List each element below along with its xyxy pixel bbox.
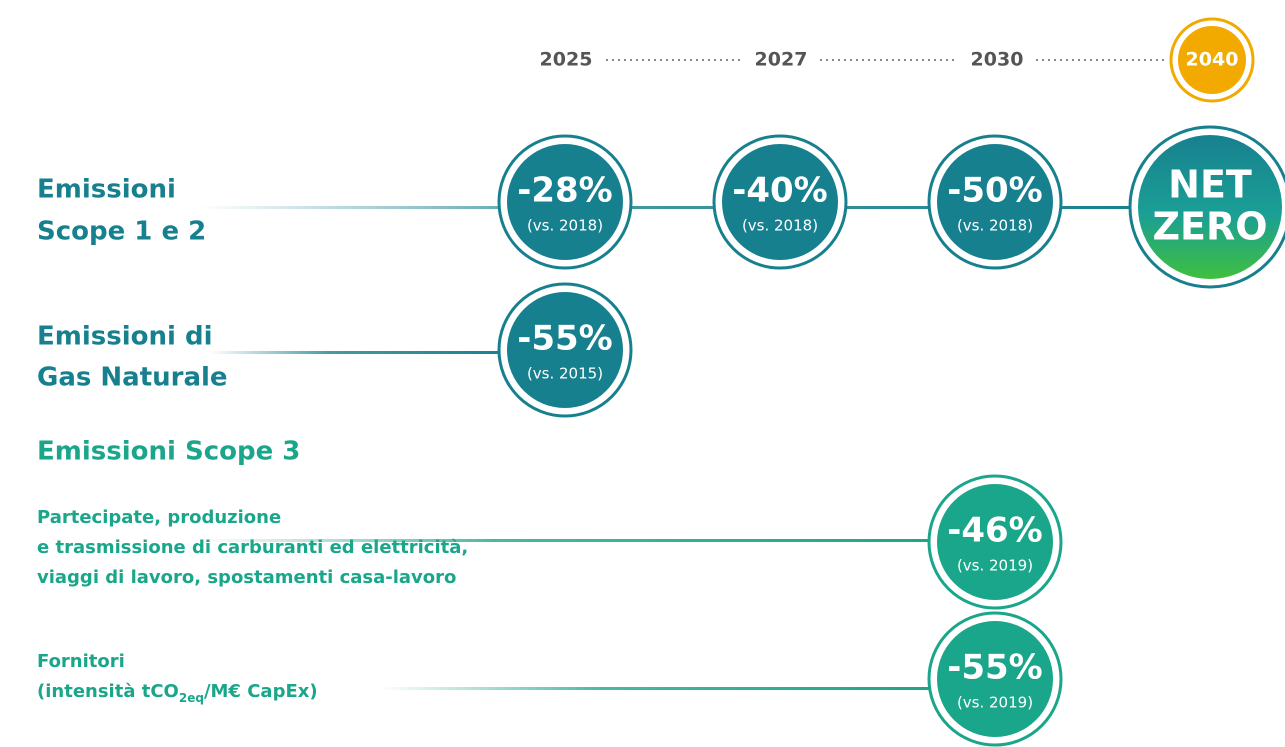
row-label: e trasmissione di carburanti ed elettric… xyxy=(37,537,468,558)
badge-fill xyxy=(937,144,1053,260)
connector xyxy=(210,351,510,354)
year: 2030 xyxy=(971,49,1024,71)
row-label: viaggi di lavoro, spostamenti casa-lavor… xyxy=(37,567,456,588)
row-label: (intensità tCO2eq/M€ CapEx) xyxy=(37,681,318,705)
badge-fill xyxy=(507,292,623,408)
badge-fill xyxy=(507,144,623,260)
badge-fill xyxy=(937,484,1053,600)
badge-value: -40% xyxy=(732,171,828,211)
badge-value: -55% xyxy=(517,319,613,359)
badge-baseline: (vs. 2018) xyxy=(957,217,1033,235)
badge-fill xyxy=(937,621,1053,737)
badge-value: -46% xyxy=(947,511,1043,551)
subscript: 2eq xyxy=(179,691,204,705)
badges: -28% (vs. 2018) -40% (vs. 2018) -50% (vs. 201… xyxy=(497,134,1063,747)
badge-baseline: (vs. 2019) xyxy=(957,557,1033,575)
badge-baseline: (vs. 2018) xyxy=(742,217,818,235)
row-label: Emissioni xyxy=(37,175,176,205)
badge-value: -50% xyxy=(947,171,1043,211)
badge-baseline: (vs. 2015) xyxy=(527,365,603,383)
badge-fill xyxy=(722,144,838,260)
label-part: /M€ CapEx) xyxy=(204,681,318,702)
netzero-fill xyxy=(1138,135,1282,279)
year-highlight xyxy=(1178,26,1246,94)
row-label: Emissioni di xyxy=(37,322,213,352)
row-label: Scope 1 e 2 xyxy=(37,217,206,247)
row-label: Fornitori xyxy=(37,651,125,672)
badge-baseline: (vs. 2018) xyxy=(527,217,603,235)
netzero-text: NET xyxy=(1168,163,1252,207)
connector xyxy=(380,687,940,690)
badge-baseline: (vs. 2019) xyxy=(957,694,1033,712)
row-label: Partecipate, produzione xyxy=(37,507,281,528)
badge-value: -55% xyxy=(947,648,1043,688)
connector xyxy=(200,206,1140,209)
year: 2040 xyxy=(1186,49,1239,71)
badge-value: -28% xyxy=(517,171,613,211)
netzero-text: ZERO xyxy=(1152,205,1267,249)
timeline: 2025 2027 2030 2040 xyxy=(540,17,1255,103)
year: 2025 xyxy=(540,49,593,71)
label-part: (intensità tCO xyxy=(37,681,179,702)
year: 2027 xyxy=(755,49,808,71)
connector xyxy=(200,539,940,542)
section-title: Emissioni Scope 3 xyxy=(37,437,300,467)
row-label: Gas Naturale xyxy=(37,363,228,393)
